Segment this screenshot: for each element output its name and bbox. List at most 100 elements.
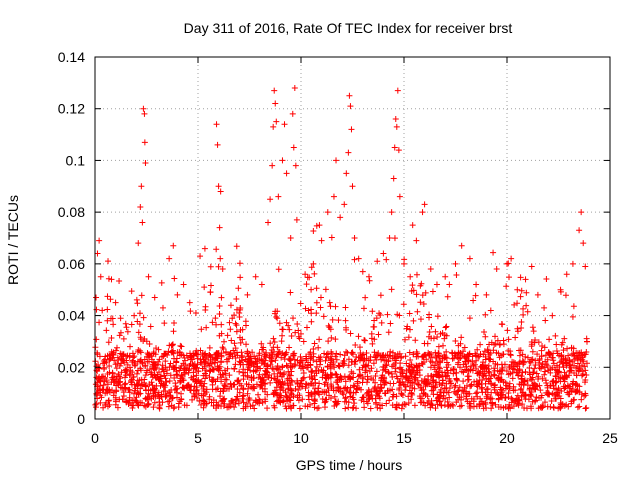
data-point: [346, 389, 353, 396]
data-point: [262, 368, 269, 375]
data-point: [474, 393, 481, 400]
data-point: [514, 325, 521, 332]
data-point: [374, 352, 381, 359]
data-point: [194, 386, 201, 393]
data-point: [195, 368, 202, 375]
data-point: [452, 338, 459, 345]
data-point: [458, 394, 465, 401]
data-point: [233, 396, 240, 403]
data-point: [442, 324, 449, 331]
data-point: [512, 360, 519, 367]
data-point: [522, 391, 529, 398]
data-point: [315, 344, 322, 351]
data-point: [505, 393, 512, 400]
data-point: [187, 308, 194, 315]
data-point: [454, 377, 461, 384]
data-point: [113, 365, 120, 372]
data-point-peak: [217, 188, 224, 195]
data-point: [417, 316, 424, 323]
data-point-peak: [236, 309, 243, 316]
data-point: [299, 396, 306, 403]
data-point: [436, 398, 443, 405]
data-point: [414, 363, 421, 370]
data-point: [377, 292, 384, 299]
data-point: [116, 278, 123, 285]
data-point: [181, 366, 188, 373]
data-point: [479, 368, 486, 375]
data-point: [483, 405, 490, 412]
data-point: [418, 384, 425, 391]
data-point: [209, 366, 216, 373]
data-point: [321, 399, 328, 406]
data-point: [469, 358, 476, 365]
data-point: [104, 293, 111, 300]
data-point: [389, 402, 396, 409]
data-point: [561, 335, 568, 342]
data-point: [294, 320, 301, 327]
data-point-peak: [174, 291, 181, 298]
data-point: [326, 299, 333, 306]
data-point-peak: [131, 312, 138, 319]
data-point-peak: [302, 271, 309, 278]
data-point: [492, 333, 499, 340]
data-point: [105, 339, 112, 346]
data-point: [137, 310, 144, 317]
data-point: [557, 374, 564, 381]
data-point-peak: [407, 273, 414, 280]
data-point: [171, 275, 178, 282]
data-point: [428, 387, 435, 394]
data-point: [390, 380, 397, 387]
data-point: [458, 402, 465, 409]
data-point: [123, 366, 130, 373]
data-point: [426, 381, 433, 388]
data-point: [439, 369, 446, 376]
data-point-peak: [347, 103, 354, 110]
data-point: [243, 380, 250, 387]
data-point: [408, 364, 415, 371]
data-point-peak: [140, 105, 147, 112]
data-point: [100, 357, 107, 364]
data-point: [431, 362, 438, 369]
data-point: [426, 311, 433, 318]
data-point: [350, 404, 357, 411]
data-point: [296, 405, 303, 412]
data-point-peak: [201, 284, 208, 291]
data-point: [312, 398, 319, 405]
data-point: [111, 357, 118, 364]
data-point: [363, 350, 370, 357]
data-point: [327, 371, 334, 378]
data-point: [402, 387, 409, 394]
data-point: [490, 371, 497, 378]
data-point-peak: [427, 266, 434, 273]
data-point: [193, 372, 200, 379]
data-point: [573, 372, 580, 379]
data-point: [287, 360, 294, 367]
data-point: [422, 402, 429, 409]
data-point: [454, 391, 461, 398]
data-point: [167, 393, 174, 400]
data-point: [475, 369, 482, 376]
data-point: [93, 390, 100, 397]
data-point: [97, 399, 104, 406]
data-point-peak: [252, 273, 259, 280]
data-point: [357, 354, 364, 361]
data-point: [455, 387, 462, 394]
data-point: [291, 356, 298, 363]
data-point: [110, 389, 117, 396]
data-point: [560, 347, 567, 354]
data-point: [533, 370, 540, 377]
data-point: [345, 374, 352, 381]
data-point: [471, 361, 478, 368]
data-point: [397, 382, 404, 389]
data-point: [503, 283, 510, 290]
data-point: [209, 319, 216, 326]
data-point: [533, 394, 540, 401]
data-point: [277, 392, 284, 399]
data-point: [369, 308, 376, 315]
data-point: [240, 392, 247, 399]
data-point: [257, 365, 264, 372]
data-point-peak: [272, 100, 279, 107]
data-point: [371, 385, 378, 392]
data-point: [196, 397, 203, 404]
